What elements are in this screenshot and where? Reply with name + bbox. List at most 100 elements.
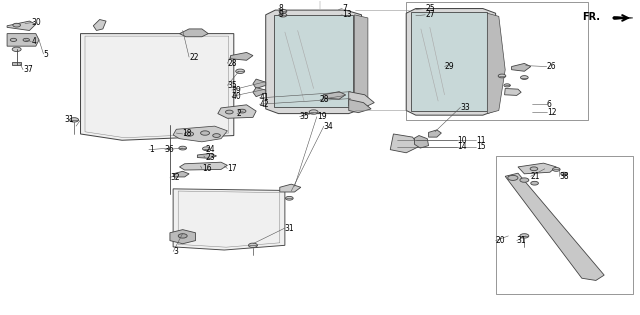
Text: 20: 20 [495, 236, 505, 245]
Circle shape [200, 131, 209, 135]
Circle shape [552, 168, 560, 171]
Polygon shape [323, 92, 346, 99]
Circle shape [70, 118, 79, 122]
Text: 35: 35 [300, 112, 309, 121]
Circle shape [236, 69, 244, 73]
Text: 39: 39 [232, 86, 242, 94]
Text: 8: 8 [278, 4, 284, 13]
Text: 41: 41 [259, 94, 269, 102]
Polygon shape [7, 21, 36, 31]
Polygon shape [93, 20, 106, 31]
Text: 35: 35 [227, 81, 237, 90]
Text: 28: 28 [227, 59, 237, 68]
Polygon shape [518, 163, 556, 174]
Polygon shape [81, 34, 234, 140]
Text: 31: 31 [516, 236, 526, 245]
Polygon shape [349, 92, 374, 109]
Text: 16: 16 [202, 164, 211, 173]
Circle shape [179, 146, 186, 150]
Circle shape [184, 132, 193, 136]
Bar [12, 62, 21, 65]
Polygon shape [173, 126, 227, 142]
Text: FR.: FR. [582, 12, 600, 22]
Text: 19: 19 [317, 112, 326, 121]
Circle shape [13, 23, 20, 27]
Text: 30: 30 [31, 18, 41, 27]
Text: 26: 26 [547, 62, 556, 71]
Bar [495, 156, 633, 294]
Circle shape [561, 172, 567, 175]
Text: 7: 7 [342, 4, 348, 13]
Text: 4: 4 [31, 37, 36, 46]
Text: 42: 42 [259, 100, 269, 109]
Text: 24: 24 [205, 145, 214, 154]
Text: 11: 11 [476, 136, 486, 145]
Text: 25: 25 [426, 4, 435, 13]
Polygon shape [253, 88, 266, 97]
Text: 1: 1 [149, 145, 154, 154]
Circle shape [279, 13, 287, 17]
Polygon shape [406, 9, 495, 115]
Text: 5: 5 [44, 49, 49, 59]
Text: 10: 10 [458, 136, 467, 145]
Polygon shape [511, 63, 531, 71]
Text: 3: 3 [173, 247, 178, 256]
Circle shape [248, 243, 257, 248]
Polygon shape [504, 89, 521, 95]
Text: 22: 22 [189, 53, 198, 62]
Polygon shape [429, 130, 442, 137]
Circle shape [202, 147, 210, 151]
Text: 32: 32 [170, 173, 180, 182]
Polygon shape [253, 79, 266, 89]
Circle shape [238, 109, 246, 113]
Polygon shape [505, 173, 604, 280]
Polygon shape [218, 105, 256, 118]
Circle shape [531, 181, 538, 185]
Polygon shape [7, 34, 39, 46]
Polygon shape [415, 135, 429, 148]
Text: 31: 31 [285, 224, 294, 232]
Bar [412, 12, 486, 111]
Bar [274, 15, 353, 107]
Circle shape [520, 234, 529, 238]
Polygon shape [349, 100, 371, 113]
Polygon shape [173, 189, 285, 250]
Text: 6: 6 [547, 100, 552, 109]
Polygon shape [487, 13, 505, 114]
Polygon shape [266, 10, 362, 114]
Text: 28: 28 [320, 95, 330, 104]
Text: 23: 23 [205, 153, 214, 162]
Circle shape [12, 47, 21, 51]
Circle shape [212, 134, 220, 137]
Circle shape [225, 110, 233, 114]
Text: 13: 13 [342, 10, 352, 19]
Text: 29: 29 [445, 62, 454, 71]
Text: 21: 21 [531, 172, 540, 181]
Polygon shape [179, 162, 227, 170]
Polygon shape [614, 16, 633, 20]
Text: 34: 34 [324, 122, 333, 131]
Text: 9: 9 [278, 10, 284, 19]
Polygon shape [197, 153, 216, 158]
Text: 37: 37 [23, 65, 33, 74]
Text: 36: 36 [165, 145, 175, 154]
Circle shape [530, 167, 538, 171]
Text: 12: 12 [547, 107, 556, 117]
Text: 2: 2 [237, 109, 242, 118]
Text: 38: 38 [559, 172, 569, 181]
Text: 33: 33 [461, 103, 470, 112]
Polygon shape [170, 230, 195, 244]
Text: 40: 40 [232, 92, 242, 101]
Polygon shape [280, 184, 301, 192]
Circle shape [508, 175, 518, 180]
Circle shape [23, 38, 29, 42]
Circle shape [504, 84, 510, 87]
Text: 15: 15 [476, 142, 486, 151]
Polygon shape [230, 52, 253, 60]
Text: 27: 27 [426, 10, 435, 19]
Polygon shape [390, 134, 419, 153]
Polygon shape [173, 171, 189, 177]
Text: 17: 17 [227, 164, 237, 173]
Bar [406, 2, 588, 120]
Circle shape [285, 196, 293, 200]
